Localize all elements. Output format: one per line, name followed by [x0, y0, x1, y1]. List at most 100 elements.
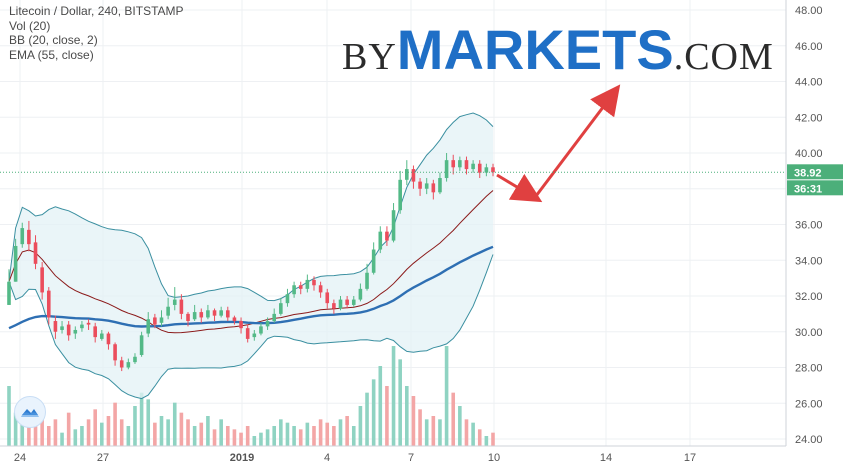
tradingview-cloud-icon[interactable] [14, 396, 46, 428]
candle-body [411, 169, 416, 182]
bymarkets-watermark: BYMARKETS.COM [342, 22, 774, 78]
forecast-arrows [496, 84, 621, 203]
candle-body [153, 317, 157, 325]
volume-bar [7, 386, 11, 446]
volume-bar [438, 419, 442, 446]
volume-bar [431, 416, 436, 446]
volume-bar [46, 426, 51, 446]
volume-bar [292, 426, 296, 446]
volume-indicator-label[interactable]: Vol (20) [9, 18, 51, 33]
volume-bar [60, 432, 64, 446]
candle-body [20, 228, 25, 245]
volume-bar [106, 416, 111, 446]
arrow-down [496, 173, 543, 203]
volume-bar [186, 419, 190, 446]
candle-body [53, 321, 58, 332]
volume-bar [33, 409, 38, 446]
volume-bar [245, 426, 250, 446]
volume-bar [166, 419, 170, 446]
candle-body [358, 288, 363, 300]
price-tick-label: 44.00 [795, 77, 823, 89]
candle-body [285, 294, 290, 304]
volume-bar [312, 426, 316, 446]
volume-bar [444, 346, 449, 446]
candle-body [298, 285, 303, 289]
price-tick-label: 40.00 [795, 148, 823, 160]
bollinger-lower-line [8, 254, 494, 400]
volume-bar [40, 416, 44, 446]
candle-body [126, 362, 131, 368]
ema-indicator-label[interactable]: EMA (55, close) [9, 47, 94, 62]
candle-body [159, 317, 164, 323]
volume-bar [398, 359, 402, 446]
candle-body [179, 299, 184, 314]
symbol-title[interactable]: Litecoin / Dollar, 240, BITSTAMP [9, 4, 184, 18]
price-axis[interactable]: 48.0046.0044.0042.0040.0038.0036.0034.00… [785, 0, 823, 446]
candle-body [66, 324, 71, 336]
volume-bar [219, 419, 223, 446]
candle-body [484, 167, 489, 173]
candle-body [46, 290, 51, 318]
ema-line [8, 245, 494, 330]
candlesticks [7, 153, 495, 372]
candle-body [272, 313, 277, 322]
candle-body [444, 160, 449, 179]
volume-bar [153, 422, 157, 446]
candle-body [86, 322, 91, 325]
volume-bar [239, 432, 243, 446]
bollinger-band-area [9, 113, 493, 399]
candle-body [312, 279, 316, 286]
volume-bar [272, 426, 277, 446]
time-tick-label: 2019 [230, 452, 254, 464]
volume-bar [477, 429, 482, 446]
price-tick-label: 34.00 [795, 255, 823, 267]
candle-body [325, 292, 330, 304]
volume-bar [285, 422, 290, 446]
candle-body [385, 231, 389, 241]
volume-bar [345, 416, 349, 446]
candle-body [146, 319, 151, 334]
price-tick-label: 46.00 [795, 41, 823, 53]
arrow-up [534, 84, 621, 197]
candle-body [199, 312, 204, 318]
bollinger-indicator-label[interactable]: BB (20, close, 2) [9, 33, 98, 47]
candle-body [100, 333, 104, 339]
price-tick-label: 26.00 [795, 398, 823, 410]
candle-body [424, 183, 429, 189]
time-tick-label: 27 [97, 452, 109, 464]
volume-bar [351, 426, 356, 446]
volume-bar [232, 429, 237, 446]
candle-body [351, 299, 356, 305]
time-axis[interactable]: 24 27 2019 4 7 10 14 17 [0, 445, 786, 464]
volume-bar [146, 399, 151, 446]
volume-bar [371, 379, 376, 446]
volume-bar [212, 429, 217, 446]
candle-body [27, 229, 31, 245]
volume-bar [225, 426, 230, 446]
candle-body [225, 310, 230, 318]
volume-bar [458, 406, 462, 446]
brand-by: BY [342, 36, 397, 78]
candle-body [305, 279, 310, 289]
volume-bar [80, 426, 84, 446]
volume-bar [66, 412, 71, 446]
volume-bar [358, 406, 363, 446]
volume-bar [484, 436, 489, 446]
candle-body [431, 183, 436, 193]
candle-body [318, 285, 323, 293]
candle-body [292, 285, 296, 295]
volume-bar [192, 426, 197, 446]
candle-body [73, 329, 78, 334]
volume-bar [471, 422, 475, 446]
time-tick-label: 4 [324, 452, 330, 464]
candle-body [119, 360, 124, 368]
candle-body [60, 326, 64, 330]
candle-body [371, 249, 376, 273]
countdown-value: 36:31 [794, 183, 822, 195]
candle-body [279, 303, 283, 314]
candle-body [464, 160, 469, 170]
price-tick-label: 24.00 [795, 434, 823, 446]
candle-body [458, 160, 462, 168]
candle-body [391, 210, 396, 241]
